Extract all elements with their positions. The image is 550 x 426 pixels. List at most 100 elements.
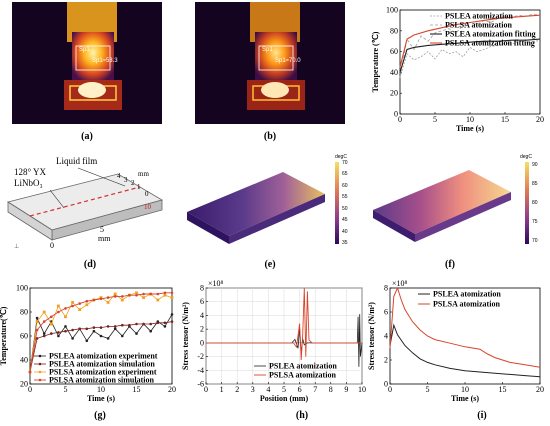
data-point	[99, 334, 103, 338]
data-point	[78, 327, 81, 331]
x-tick-label: 10	[97, 385, 105, 394]
data-point	[170, 313, 174, 316]
data-point	[121, 323, 124, 327]
legend-label: PSLEA atomization	[433, 290, 501, 299]
data-point	[92, 298, 96, 302]
dim-label-0: 0	[145, 190, 149, 198]
x-tick-label: 0	[28, 385, 32, 394]
dim-label-2: 2	[131, 179, 135, 187]
x-tick-label: 1	[220, 385, 224, 394]
thermal-spot-value-a: Sp1≈53.3	[92, 58, 118, 64]
data-point	[113, 325, 117, 328]
sim-front-face-e	[229, 194, 325, 244]
data-point	[170, 296, 174, 299]
colorbar-tick: 65	[342, 171, 348, 178]
colorbar-ticks-e: 70 65 60 55 50 45 40 35	[342, 160, 348, 246]
data-point	[85, 303, 89, 307]
sim-side-face-e	[187, 212, 229, 244]
caption-i: (i)	[477, 410, 487, 421]
legend-marker	[38, 378, 42, 382]
x-tick-label: 0	[388, 385, 392, 394]
x-tick-label: 15	[499, 385, 507, 394]
y-tick-label: 80	[390, 26, 398, 35]
substrate-model-d: ⊥	[7, 167, 164, 250]
y-tick-label: 8	[200, 284, 204, 293]
substrate-label-material: LiNbO₃	[14, 178, 43, 188]
y-tick-label: 60	[20, 332, 28, 341]
legend-label: PSLEA atomization	[445, 12, 513, 21]
dim-label-3: 3	[124, 176, 128, 184]
liquid-film-leader	[77, 167, 126, 187]
data-point	[64, 329, 67, 333]
x-tick-label: 20	[168, 385, 176, 394]
series-line	[206, 287, 362, 361]
caption-f: (f)	[445, 259, 455, 270]
caption-d: (d)	[83, 259, 97, 270]
data-point	[113, 292, 117, 296]
sim-top-face-e	[187, 172, 325, 236]
thermal-scene-a	[12, 2, 162, 124]
simulation-f	[373, 162, 529, 244]
thermal-spot-label-a: Sp1	[79, 47, 90, 53]
data-point	[99, 326, 103, 329]
x-axis-label: Position (mm)	[260, 394, 309, 403]
colorbar-tick: 70	[342, 160, 348, 166]
data-point	[42, 332, 46, 335]
caption-g: (g)	[94, 410, 106, 421]
colorbar-tick: 50	[342, 205, 348, 212]
data-point	[50, 315, 53, 319]
data-point	[64, 307, 67, 310]
y-tick-label: 40	[20, 356, 28, 365]
colorbar-tick: 90	[532, 162, 538, 168]
legend-label: PSLEA atomization	[269, 362, 337, 371]
chart-g: 0 5 10 15 20 20 40 60 80 100 Time (s) Temperature(℃…	[0, 284, 176, 404]
length-label-5: 5	[100, 225, 104, 234]
axis-exponent: ×10⁸	[392, 280, 408, 288]
data-point	[120, 298, 124, 302]
y-tick-label: 6	[200, 297, 204, 306]
x-tick-label: 15	[133, 385, 141, 394]
data-point	[57, 331, 60, 334]
legend-label: PSLSA atomization	[445, 21, 512, 30]
data-point	[42, 310, 46, 314]
y-tick-label: 40	[390, 68, 398, 77]
data-point	[135, 291, 138, 295]
data-point	[135, 293, 138, 297]
y-axis-label: Temperature (℃)	[371, 31, 380, 92]
data-point	[85, 339, 89, 343]
series-line	[399, 14, 541, 68]
y-tick-label: 0	[200, 338, 204, 347]
y-axis-label: Temperature(℃)	[0, 306, 8, 365]
x-tick-label: 5	[282, 385, 286, 394]
x-tick-label: 10	[466, 115, 474, 124]
colorbar-tick: 45	[342, 217, 348, 224]
x-axis-label: Time (s)	[451, 394, 479, 403]
data-point	[64, 325, 67, 328]
x-tick-label: 20	[536, 115, 544, 124]
x-axis-label: Time (s)	[87, 394, 115, 403]
thermal-image-a: Sp1 Sp1≈53.3	[12, 2, 162, 124]
chart-c: 0 5 10 15 20 0 20 40 60 80 100 Time (s) Temperature …	[371, 6, 544, 134]
colorbar-tick: 35	[342, 239, 348, 246]
x-tick-label: 15	[501, 115, 509, 124]
liquid-film-label: Liquid film	[56, 156, 98, 166]
data-point	[163, 293, 167, 297]
data-point	[106, 325, 110, 328]
x-tick-label: 4	[266, 385, 270, 394]
y-tick-label: 20	[20, 380, 28, 389]
data-point	[71, 328, 74, 332]
sim-top-face-f	[373, 170, 511, 234]
data-point	[113, 295, 117, 298]
simulation-e	[187, 162, 339, 244]
data-point	[149, 329, 152, 333]
colorbar-f	[525, 162, 529, 244]
data-point	[85, 327, 89, 331]
thermal-scene-b	[195, 2, 345, 124]
substrate-side-face	[7, 201, 53, 241]
sim-front-face-f	[415, 192, 511, 242]
data-point	[149, 292, 152, 296]
series-line	[399, 38, 541, 73]
series-line	[389, 323, 541, 378]
data-point	[92, 329, 96, 333]
data-point	[135, 332, 138, 335]
